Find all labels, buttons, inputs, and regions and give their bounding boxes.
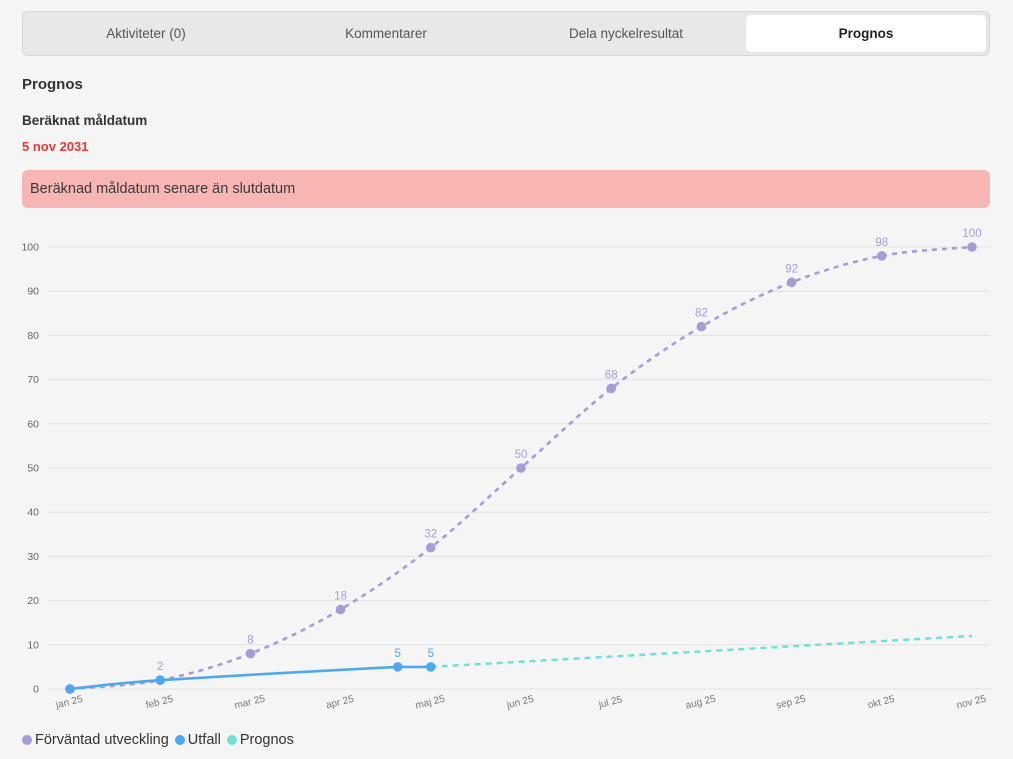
warning-alert-text: Beräknad måldatum senare än slutdatum [30,181,296,197]
estimated-date-label: Beräknat måldatum [22,113,148,128]
x-tick-label: sep 25 [775,694,807,712]
estimated-date-value: 5 nov 2031 [22,139,89,154]
data-point-outcome [155,675,165,685]
data-point-expected [606,383,616,394]
legend-item-expected[interactable]: Förväntad utveckling [22,732,169,748]
y-tick-label: 0 [33,684,39,696]
y-tick-label: 80 [27,330,39,342]
data-label-expected: 8 [247,635,253,647]
data-point-expected [877,251,887,261]
x-tick-label: nov 25 [955,694,987,712]
y-tick-label: 70 [27,374,39,386]
data-point-expected [516,463,526,473]
legend-swatch-forecast [226,735,237,745]
y-tick-label: 100 [21,242,39,254]
x-tick-label: jan 25 [54,694,84,712]
y-tick-label: 30 [27,551,39,563]
x-tick-label: jun 25 [505,694,535,712]
data-point-outcome [65,684,75,694]
legend-swatch-outcome [174,735,185,745]
data-label-expected: 100 [962,228,981,240]
x-tick-label: feb 25 [145,694,175,712]
legend-label-forecast: Prognos [239,732,294,748]
y-tick-label: 90 [27,286,39,298]
data-label-outcome: 5 [395,648,401,660]
data-label-expected: 32 [424,529,437,541]
tab-forecast[interactable]: Prognos [746,15,986,52]
legend-label-outcome: Utfall [187,732,221,748]
x-tick-label: aug 25 [685,693,718,711]
section-title: Prognos [22,76,83,93]
data-point-expected [426,542,436,553]
y-tick-label: 10 [27,639,39,651]
x-tick-label: maj 25 [414,694,446,712]
data-point-outcome [392,662,403,672]
warning-alert: Beräknad måldatum senare än slutdatum [22,170,990,208]
data-point-expected [967,242,977,252]
data-label-expected: 92 [785,263,798,275]
tab-activities[interactable]: Aktiviteter (0) [106,26,186,41]
y-tick-label: 50 [27,463,39,475]
forecast-chart: 0 10 20 30 40 50 60 70 80 90 100 jan 25 feb 25 mar 25… [21,228,990,712]
x-tick-label: jul 25 [597,694,624,711]
data-label-expected: 18 [334,590,347,602]
tab-share-key-results[interactable]: Dela nyckelresultat [568,26,684,41]
data-point-expected [245,648,256,659]
y-tick-label: 20 [27,595,39,607]
data-point-expected [335,604,346,615]
data-label-expected: 50 [515,449,528,461]
y-tick-label: 40 [27,507,39,519]
legend-swatch-expected [22,735,32,745]
x-tick-label: okt 25 [867,694,897,711]
x-tick-label: mar 25 [233,693,266,711]
series-line-expected [69,245,973,691]
data-point-expected [786,277,797,288]
series-line-outcome [69,665,432,691]
tab-comments[interactable]: Kommentarer [345,26,427,41]
series-line-forecast [430,634,973,669]
legend-item-outcome[interactable]: Utfall [174,732,221,748]
x-tick-label: apr 25 [325,694,356,712]
legend-label-expected: Förväntad utveckling [35,732,169,748]
data-label-expected: 68 [605,369,618,381]
legend-item-forecast[interactable]: Prognos [226,732,294,748]
data-label-expected: 2 [157,661,163,673]
tab-bar: Aktiviteter (0) Kommentarer Dela nyckelr… [22,11,990,56]
data-label-expected: 82 [695,308,708,320]
data-point-expected [696,321,707,332]
y-tick-label: 60 [27,418,39,430]
data-label-outcome: 5 [428,648,434,660]
chart-legend: Förväntad utveckling Utfall Prognos [22,732,300,748]
data-point-outcome [426,662,436,672]
data-label-expected: 98 [875,237,888,249]
